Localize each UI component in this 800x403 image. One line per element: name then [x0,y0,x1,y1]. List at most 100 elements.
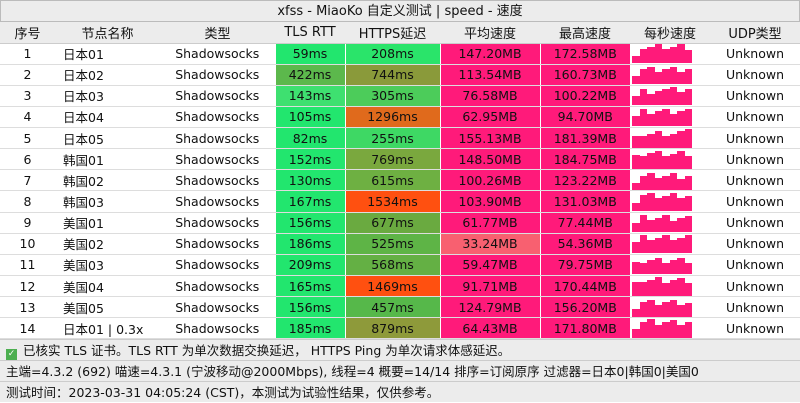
udp-type: Unknown [710,127,800,150]
sparkline-bar [632,96,640,106]
node-name: 日本01 | 0.3x [55,317,160,340]
avg-speed: 64.43MB [439,317,540,340]
sparkline-bar [684,156,692,169]
row-index: 8 [0,190,55,213]
sparkline-bar [654,277,662,296]
column-header[interactable]: 最高速度 [540,22,630,44]
per-second-speed-sparkline [630,317,710,340]
sparkline-bar [639,262,647,275]
sparkline-bar [639,136,647,148]
https-latency: 457ms [344,296,440,319]
node-name: 韩国02 [55,169,160,192]
node-name: 日本02 [55,64,160,86]
avg-speed: 124.79MB [439,296,540,319]
sparkline-bar [684,262,692,275]
max-speed: 123.22MB [539,169,630,192]
sparkline-bar [632,222,640,233]
node-name: 美国03 [55,254,160,277]
table-row: 14 日本01 | 0.3x Shadowsocks 185ms 879ms 64.43M… [0,317,800,340]
https-latency: 208ms [344,43,440,65]
https-latency: 769ms [344,148,440,171]
udp-type: Unknown [710,106,800,129]
udp-type: Unknown [710,43,800,65]
column-header[interactable]: 平均速度 [440,22,540,44]
node-type: Shadowsocks [160,85,275,107]
tls-rtt: 185ms [274,317,345,340]
sparkline-bar [654,150,662,169]
sparkline-bar [684,109,692,127]
max-speed: 77.44MB [539,212,630,234]
sparkline-bar [669,240,677,254]
sparkline-bar [669,193,677,212]
per-second-speed-sparkline [630,169,710,192]
column-header[interactable]: 类型 [160,22,275,44]
sparkline-bar [662,262,670,275]
sparkline-bar [677,91,685,106]
max-speed: 131.03MB [539,190,630,213]
sparkline-bar [662,89,670,106]
row-index: 9 [0,212,55,234]
footer-test-time: 测试时间：2023-03-31 04:05:24 (CST)，本测试为试验性结果… [0,381,800,403]
tls-note-text: 已核实 TLS 证书。TLS RTT 为单次数据交换延迟， HTTPS Ping… [23,343,511,359]
node-type: Shadowsocks [160,106,275,129]
column-header[interactable]: 每秒速度 [630,22,710,44]
row-index: 7 [0,169,55,192]
avg-speed: 113.54MB [439,64,540,86]
sparkline-bar [639,302,647,317]
sparkline-bar [684,49,692,64]
sparkline-bar [654,71,662,85]
https-latency: 568ms [344,254,440,277]
https-latency: 1296ms [344,106,440,129]
node-type: Shadowsocks [160,317,275,340]
https-latency: 305ms [344,85,440,107]
tls-rtt: 165ms [274,275,345,298]
avg-speed: 103.90MB [439,190,540,213]
sparkline-bar [677,277,685,296]
sparkline-bar [632,202,640,212]
node-name: 日本03 [55,85,160,107]
node-type: Shadowsocks [160,148,275,171]
sparkline-bar [662,235,670,254]
sparkline-bar [632,115,640,127]
node-type: Shadowsocks [160,275,275,298]
sparkline-bar [677,44,685,64]
sparkline-bar [669,319,677,338]
udp-type: Unknown [710,212,800,234]
max-speed: 54.36MB [539,233,630,255]
udp-type: Unknown [710,64,800,86]
sparkline-bar [669,280,677,296]
row-index: 12 [0,275,55,298]
table-row: 1 日本01 Shadowsocks 59ms 208ms 147.20MB 172.58M… [0,43,800,65]
sparkline-bar [677,237,685,254]
footer-tls-note: ✓ 已核实 TLS 证书。TLS RTT 为单次数据交换延迟， HTTPS Pin… [0,339,800,361]
column-header[interactable]: 节点名称 [55,22,160,44]
footer-backend-info: 主端=4.3.2 (692) 喵速=4.3.1 (宁波移动@2000Mbps),… [0,360,800,382]
sparkline-bar [684,322,692,338]
sparkline-bar [677,218,685,233]
sparkline-bar [654,217,662,233]
udp-type: Unknown [710,254,800,277]
sparkline-bar [654,237,662,254]
column-header[interactable]: HTTPS延迟 [345,22,440,44]
udp-type: Unknown [710,275,800,298]
sparkline-bar [669,220,677,233]
tls-rtt: 82ms [274,127,345,150]
https-latency: 744ms [344,64,440,86]
node-type: Shadowsocks [160,254,275,277]
sparkline-bar [654,198,662,212]
sparkline-bar [632,309,640,317]
sparkline-bar [639,88,647,106]
per-second-speed-sparkline [630,190,710,213]
https-latency: 677ms [344,212,440,234]
sparkline-bar [684,195,692,212]
sparkline-bar [632,281,640,296]
row-index: 5 [0,127,55,150]
column-header[interactable]: TLS RTT [275,22,345,44]
sparkline-bar [632,262,640,275]
column-header[interactable]: UDP类型 [710,22,800,44]
sparkline-bar [647,299,655,317]
node-name: 美国04 [55,275,160,298]
per-second-speed-sparkline [630,275,710,298]
column-header[interactable]: 序号 [0,22,55,44]
sparkline-bar [684,69,692,85]
